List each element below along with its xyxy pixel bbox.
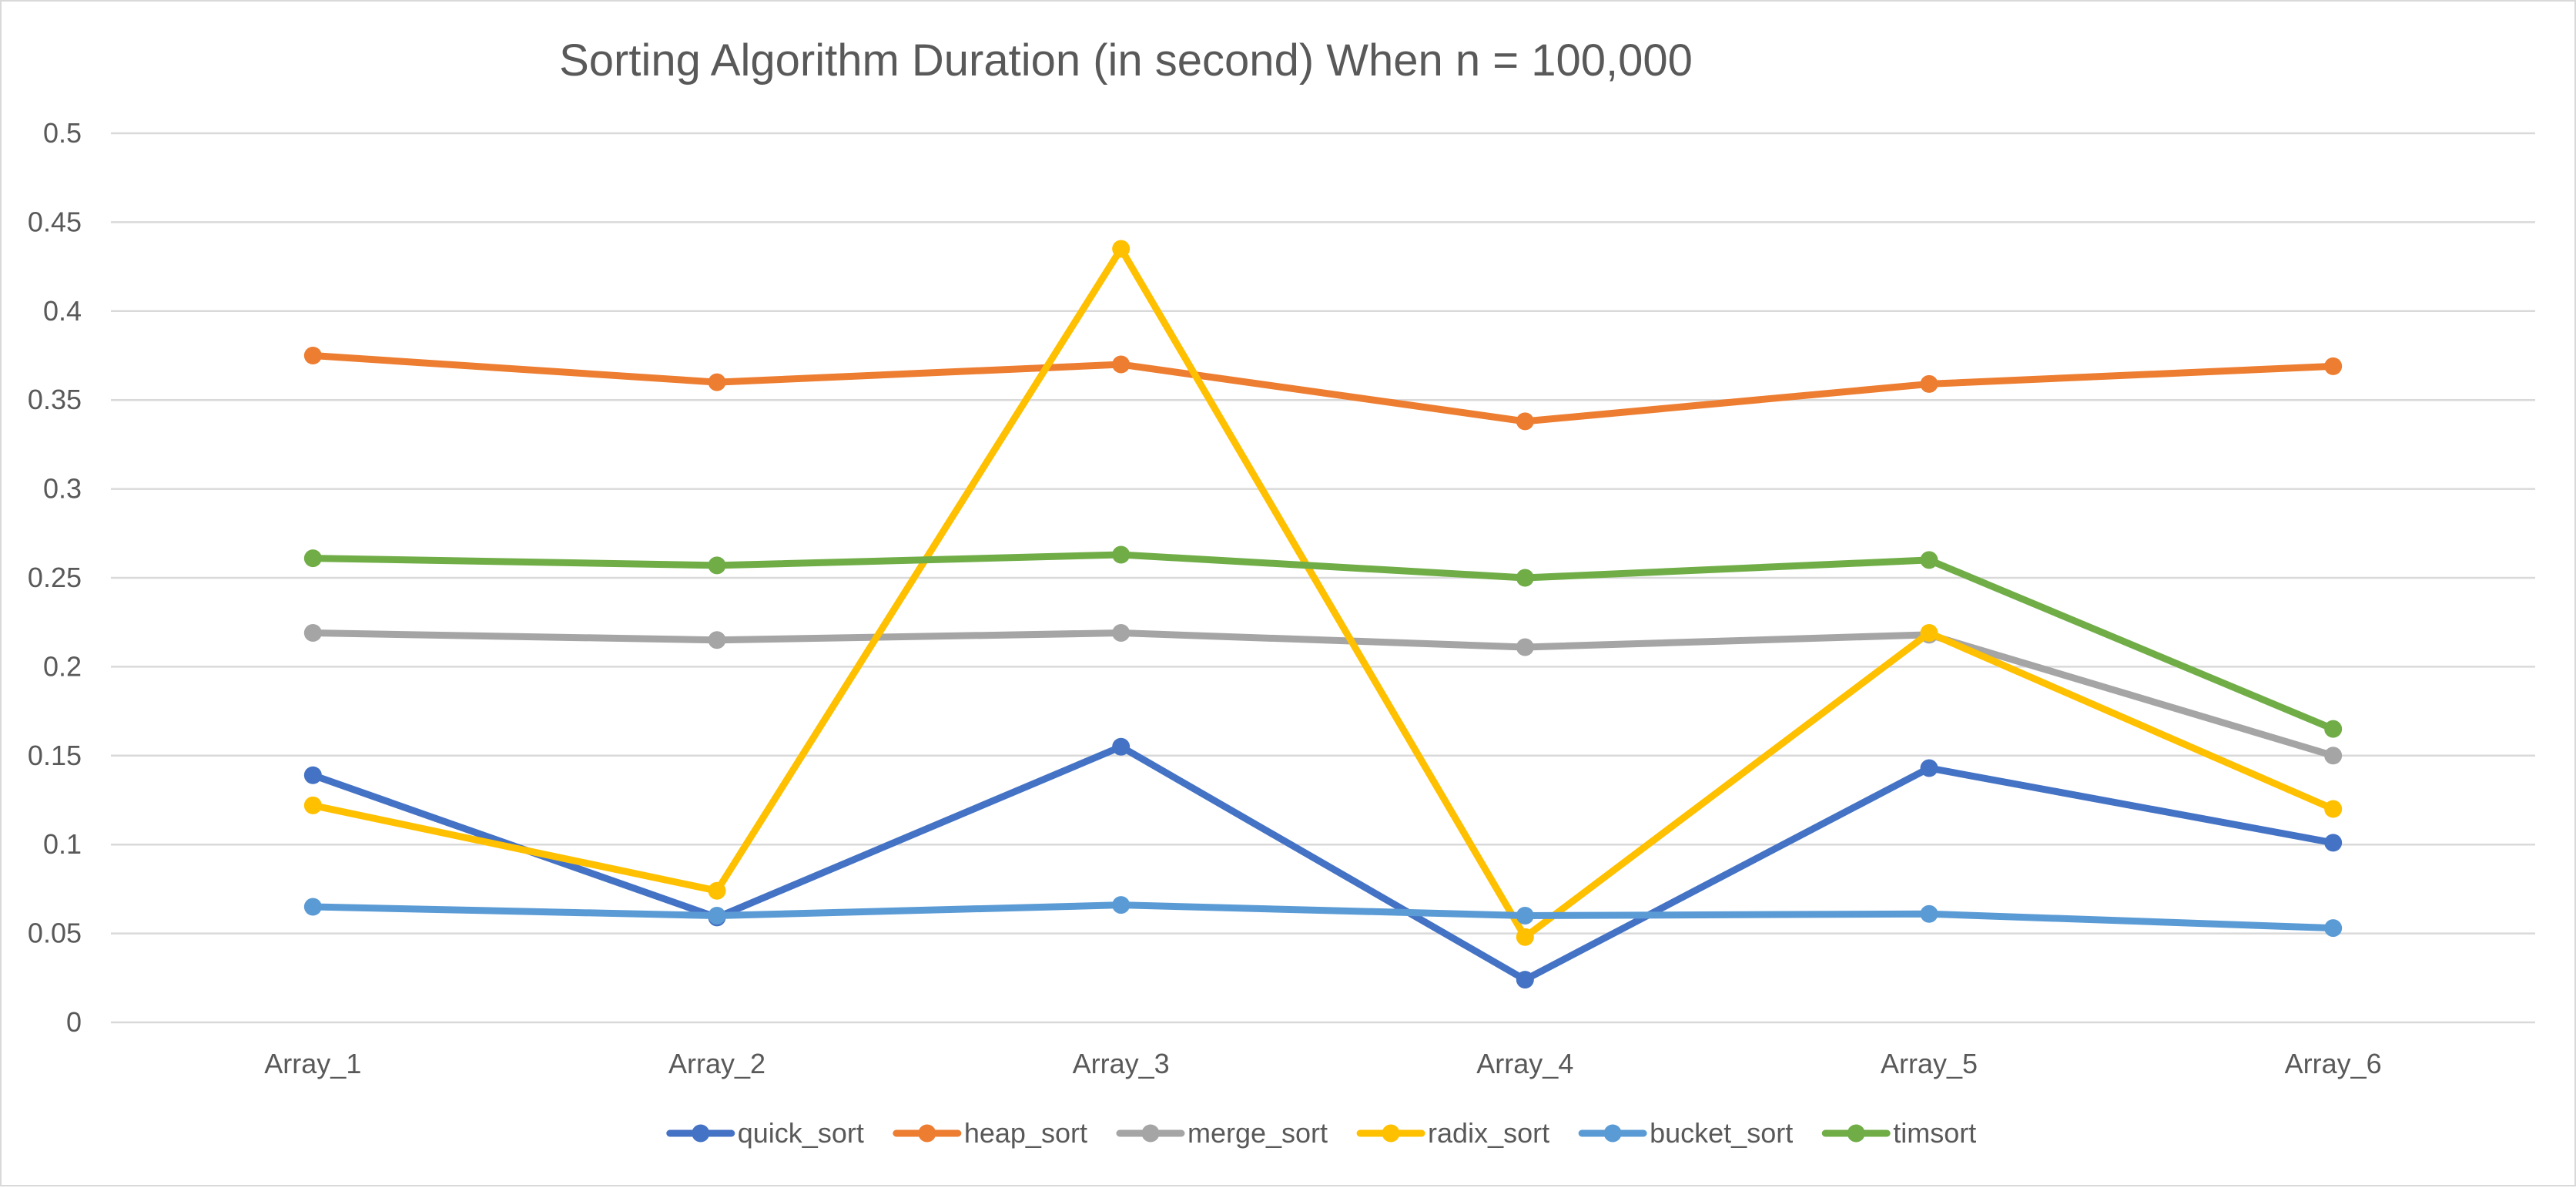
series-line — [309, 743, 2337, 984]
data-point — [1112, 737, 1131, 756]
data-point — [708, 907, 726, 925]
series-quick_sort — [303, 737, 2343, 989]
data-point — [2324, 834, 2343, 852]
y-tick-label: 0.4 — [43, 295, 82, 327]
series-line — [309, 352, 2337, 425]
data-point — [303, 796, 322, 814]
y-tick-label: 0 — [66, 1006, 82, 1038]
chart-title: Sorting Algorithm Duration (in second) W… — [559, 35, 1693, 86]
legend-label: merge_sort — [1188, 1117, 1328, 1149]
x-tick-label: Array_4 — [1476, 1048, 1573, 1079]
data-point — [2324, 919, 2343, 938]
series-lines — [303, 240, 2343, 989]
legend-item-bucket_sort: bucket_sort — [1578, 1117, 1793, 1149]
data-point — [1516, 412, 1534, 431]
legend-item-timsort: timsort — [1821, 1117, 1976, 1149]
y-tick-label: 0.15 — [28, 740, 82, 771]
data-point — [1516, 928, 1534, 946]
x-tick-label: Array_1 — [264, 1048, 361, 1079]
data-point — [1920, 759, 1938, 777]
y-tick-label: 0.5 — [43, 117, 82, 149]
series-line — [309, 901, 2337, 932]
data-point — [708, 881, 726, 900]
data-point — [303, 347, 322, 364]
series-radix_sort — [303, 240, 2343, 946]
data-point — [2324, 357, 2343, 375]
data-point — [2324, 800, 2343, 818]
data-point — [1920, 374, 1938, 393]
legend-label: heap_sort — [964, 1117, 1087, 1149]
data-point — [1112, 355, 1131, 374]
legend-label: timsort — [1893, 1117, 1976, 1149]
series-heap_sort — [303, 347, 2343, 431]
legend-swatch-marker — [692, 1124, 710, 1143]
data-point — [1920, 904, 1938, 923]
data-point — [2324, 720, 2343, 738]
data-point — [303, 766, 322, 784]
data-point — [2324, 747, 2343, 765]
data-point — [708, 373, 726, 391]
series-bucket_sort — [303, 896, 2343, 938]
legend-label: quick_sort — [738, 1117, 864, 1149]
y-tick-label: 0.45 — [28, 206, 82, 237]
y-tick-label: 0.25 — [28, 562, 82, 593]
y-tick-label: 0.35 — [28, 384, 82, 415]
data-point — [1920, 624, 1938, 643]
legend-swatch-marker — [1847, 1124, 1865, 1143]
series-line — [309, 245, 2337, 941]
data-point — [303, 624, 322, 643]
data-point — [1112, 896, 1131, 914]
legend-swatch-marker — [1603, 1124, 1622, 1143]
x-tick-label: Array_2 — [668, 1048, 765, 1079]
data-point — [1516, 638, 1534, 656]
legend-swatch-marker — [918, 1124, 936, 1143]
data-point — [1516, 907, 1534, 925]
data-point — [1920, 551, 1938, 569]
x-tick-label: Array_5 — [1881, 1048, 1978, 1079]
data-point — [303, 898, 322, 916]
data-point — [1112, 624, 1131, 643]
data-point — [1112, 240, 1131, 258]
legend-label: radix_sort — [1428, 1117, 1549, 1149]
series-timsort — [303, 545, 2343, 738]
legend: quick_sort heap_sort merge_sort radix_sort b… — [666, 1117, 1976, 1149]
y-tick-label: 0.3 — [43, 473, 82, 505]
x-tick-label: Array_6 — [2285, 1048, 2382, 1079]
gridlines — [111, 132, 2535, 1024]
data-point — [1516, 569, 1534, 587]
data-point — [708, 631, 726, 649]
legend-swatch-marker — [1141, 1124, 1160, 1143]
legend-label: bucket_sort — [1650, 1117, 1793, 1149]
y-axis-tick-labels: 0 0.05 0.1 0.15 0.2 0.25 0.3 0.35 0.4 0.45 0.5 — [28, 117, 82, 1038]
x-tick-label: Array_3 — [1073, 1048, 1170, 1079]
series-merge_sort — [303, 624, 2343, 765]
legend-swatch-marker — [1382, 1124, 1400, 1143]
y-tick-label: 0.2 — [43, 650, 82, 682]
series-line — [309, 551, 2337, 733]
series-line — [309, 629, 2337, 760]
data-point — [1516, 971, 1534, 989]
y-tick-label: 0.1 — [43, 828, 82, 860]
data-point — [303, 549, 322, 568]
data-point — [708, 556, 726, 575]
x-axis-tick-labels: Array_1 Array_2 Array_3 Array_4 Array_5 Array… — [264, 1048, 2381, 1079]
legend-item-radix_sort: radix_sort — [1356, 1117, 1549, 1149]
y-tick-label: 0.05 — [28, 918, 82, 949]
data-point — [1112, 545, 1131, 564]
legend-item-merge_sort: merge_sort — [1116, 1117, 1328, 1149]
legend-item-quick_sort: quick_sort — [666, 1117, 864, 1149]
legend-item-heap_sort: heap_sort — [893, 1117, 1087, 1149]
